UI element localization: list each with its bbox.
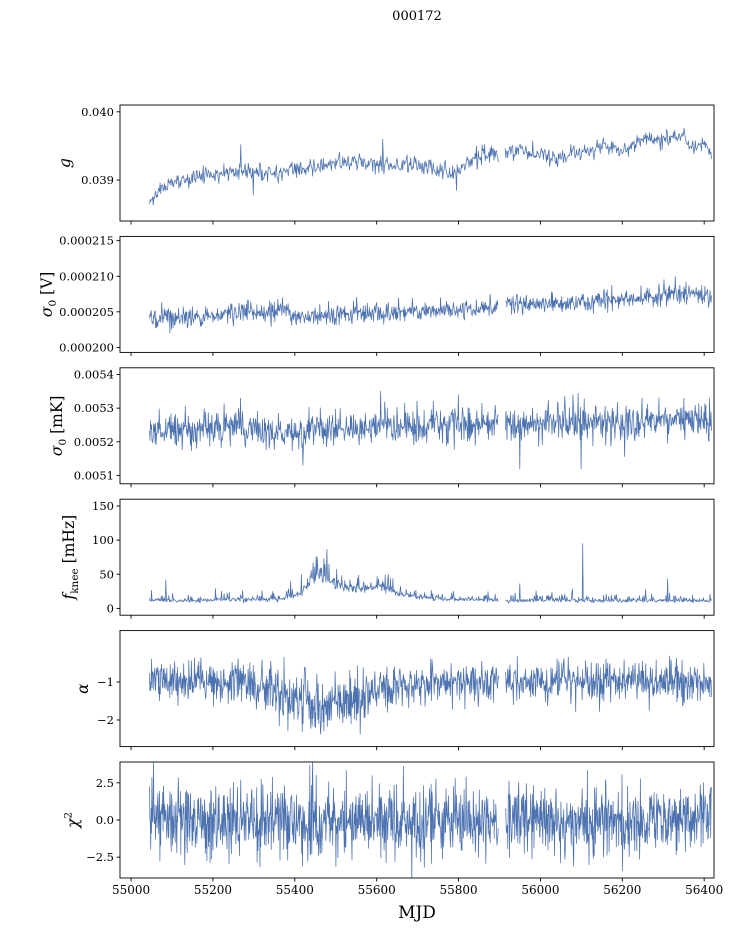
y-tick-label: −2: [97, 713, 114, 727]
axes-box: [119, 104, 715, 222]
y-tick-label: 0.0: [96, 813, 114, 827]
y-axis-label-sigma0_mK: σ0 [mK]: [48, 396, 69, 457]
y-tick-label: 100: [92, 533, 114, 547]
x-tick-label: 55200: [194, 883, 232, 897]
series-alpha: [149, 655, 712, 735]
x-axis-title: MJD: [398, 903, 436, 923]
y-axis-label-part: [mK]: [48, 396, 66, 439]
y-axis-label-part: g: [56, 158, 74, 168]
y-axis-label-chi2: χ2: [63, 812, 83, 829]
y-tick-label: 0.000200: [59, 340, 114, 354]
y-tick-label: 150: [92, 499, 114, 513]
y-tick-label: 50: [99, 567, 114, 581]
x-tick-label: 56400: [685, 883, 723, 897]
y-tick-label: 0.0052: [74, 435, 114, 449]
panel-alpha: −1 −2 α: [74, 630, 715, 751]
y-tick-label: 0.039: [81, 173, 114, 187]
y-axis-label-sigma0_V: σ0 [V]: [38, 272, 59, 318]
y-axis-label-g: g: [56, 158, 74, 168]
y-axis-label-part: [mHz]: [60, 515, 78, 568]
series-g: [149, 127, 712, 206]
panel-g: 0.039 0.040 g: [56, 104, 715, 225]
y-axis-label-part: 2: [63, 812, 75, 819]
y-tick-label: 0.0054: [74, 368, 114, 382]
axes-box: [119, 367, 715, 485]
y-axis-label-part: 0: [47, 300, 59, 307]
y-axis-label-part: σ: [38, 306, 56, 317]
y-tick-label: 0: [107, 601, 114, 615]
series-sigma0_mK: [149, 390, 712, 470]
x-tick-label: 55400: [276, 883, 314, 897]
panel-chi2: −2.5 0.0 2.5 55000 55200 55400 55600 55800 56000…: [63, 761, 723, 897]
x-tick-label: 55600: [358, 883, 396, 897]
series-chi2: [149, 762, 712, 878]
axes-box: [119, 235, 715, 353]
axes-box: [119, 498, 715, 616]
y-tick-label: 0.0053: [74, 401, 114, 415]
y-axis-label-part: σ: [48, 445, 66, 456]
y-tick-label: 2.5: [96, 776, 114, 790]
figure-title: 000172: [392, 9, 442, 24]
y-tick-label: 0.000215: [59, 234, 114, 248]
x-tick-label: 55000: [112, 883, 150, 897]
panel-sigma0_mK: 0.0051 0.0052 0.0053 0.0054 σ0 [mK]: [48, 367, 715, 488]
y-axis-label-part: 0: [57, 439, 69, 446]
y-axis-label-part: [V]: [38, 272, 56, 300]
y-axis-label-part: f: [60, 591, 78, 601]
series-sigma0_V: [149, 276, 712, 334]
axes-box: [119, 630, 715, 748]
y-tick-label: −1: [97, 675, 114, 689]
panel-f_knee: 0 50 100 150 fknee [mHz]: [60, 498, 715, 619]
x-tick-label: 56200: [603, 883, 641, 897]
y-tick-label: −2.5: [86, 850, 114, 864]
x-tick-label: 55800: [439, 883, 477, 897]
y-tick-label: 0.040: [81, 105, 114, 119]
y-tick-label: 0.000210: [59, 269, 114, 283]
x-tick-label: 56000: [521, 883, 559, 897]
panel-sigma0_V: 0.000200 0.000205 0.000210 0.000215 σ0 [V]: [38, 234, 715, 356]
y-axis-label-f_knee: fknee [mHz]: [60, 515, 81, 601]
series-f_knee: [149, 543, 712, 604]
y-axis-label-part: α: [74, 683, 92, 694]
y-axis-label-alpha: α: [74, 683, 92, 694]
y-axis-label-part: χ: [64, 817, 82, 829]
y-tick-label: 0.0051: [74, 468, 114, 482]
y-axis-label-part: knee: [69, 568, 81, 594]
y-tick-label: 0.000205: [59, 305, 114, 319]
